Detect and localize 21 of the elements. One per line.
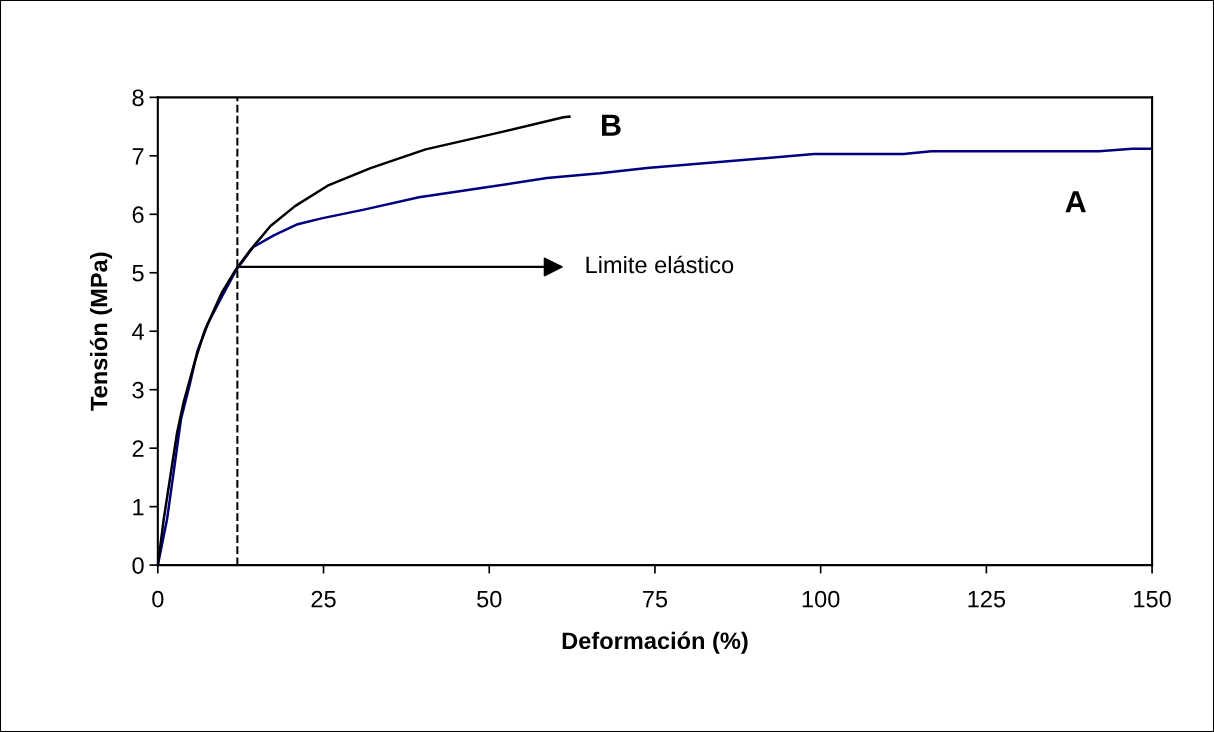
x-tick-label: 50 (477, 590, 502, 608)
x-tick-label: 125 (968, 590, 1006, 608)
x-tick-label: 75 (643, 590, 668, 608)
y-tick-label: 7 (132, 148, 144, 165)
y-tick-label: 8 (132, 89, 144, 107)
x-tick-label: 25 (311, 590, 336, 608)
x-tick-label: 0 (152, 590, 164, 608)
series-label: A (1065, 191, 1086, 213)
y-tick-label: 1 (133, 498, 144, 516)
y-tick-label: 5 (132, 265, 144, 282)
y-tick-label: 2 (132, 440, 144, 457)
x-axis-title: Deformación (%) (562, 631, 748, 654)
y-tick-label: 4 (132, 323, 144, 340)
annotation: Limite elástico (586, 255, 734, 274)
series-label: B (602, 114, 621, 136)
y-axis-title: Tensión (MPa) (89, 252, 113, 411)
y-tick-label: 6 (132, 206, 144, 224)
x-tick-label: 150 (1134, 590, 1171, 608)
y-tick-label: 0 (132, 557, 144, 574)
y-tick-label: 3 (132, 381, 144, 399)
x-tick-label: 100 (802, 590, 840, 608)
